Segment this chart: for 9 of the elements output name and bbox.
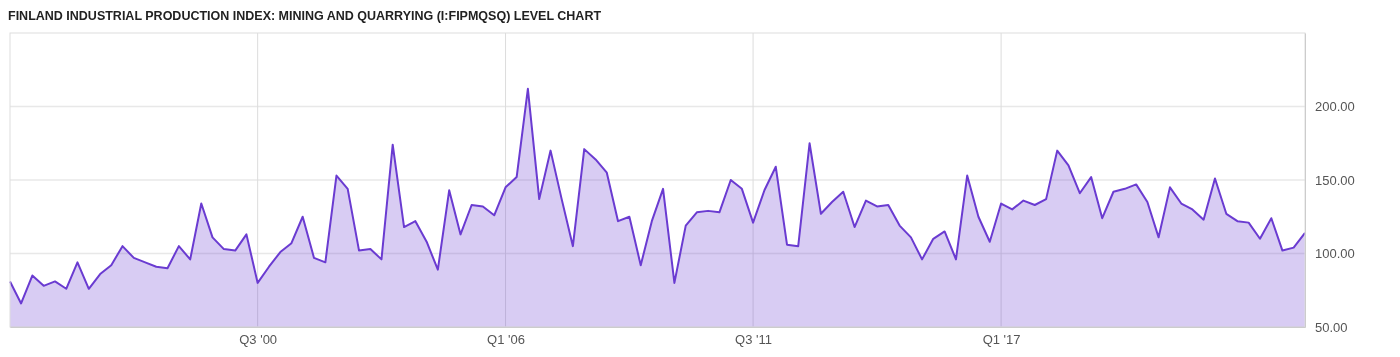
y-tick-label: 200.00 (1315, 99, 1355, 115)
chart-title: FINLAND INDUSTRIAL PRODUCTION INDEX: MINING AND QUARRYING (I:FIPMQSQ) LEVEL CHART (8, 9, 602, 23)
y-tick-label: 50.00 (1315, 319, 1348, 335)
x-tick-label: Q1 '06 (487, 332, 526, 348)
y-tick-label: 100.00 (1315, 246, 1355, 262)
x-tick-label: Q3 '11 (735, 332, 773, 348)
x-tick-label: Q3 '00 (239, 332, 278, 348)
y-tick-label: 150.00 (1315, 172, 1355, 188)
x-tick-label: Q1 '17 (982, 332, 1021, 348)
